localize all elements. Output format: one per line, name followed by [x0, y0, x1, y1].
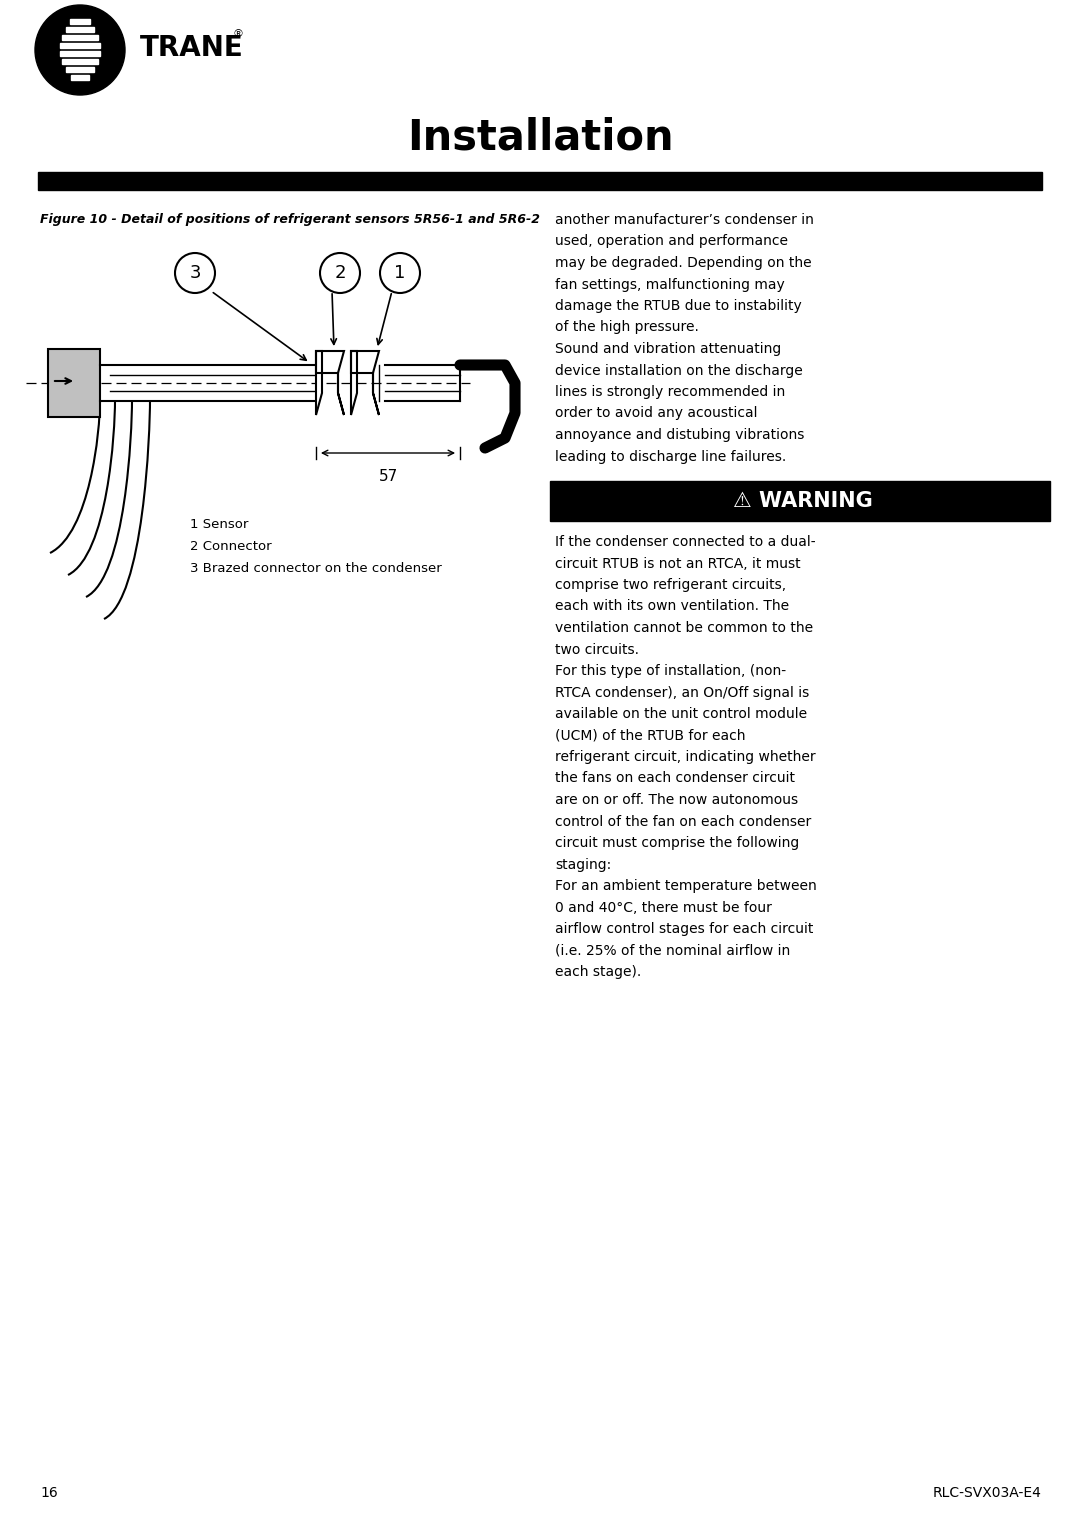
Text: damage the RTUB due to instability: damage the RTUB due to instability [555, 299, 801, 313]
Text: For this type of installation, (non-: For this type of installation, (non- [555, 665, 786, 678]
Text: 3 Brazed connector on the condenser: 3 Brazed connector on the condenser [190, 562, 442, 575]
Bar [60, 50, 100, 57]
Text: another manufacturer’s condenser in: another manufacturer’s condenser in [555, 212, 814, 228]
Text: ventilation cannot be common to the: ventilation cannot be common to the [555, 620, 813, 636]
Text: TRANE: TRANE [140, 34, 244, 63]
Ellipse shape [35, 5, 125, 95]
Text: 0 and 40°C, there must be four: 0 and 40°C, there must be four [555, 900, 772, 914]
Text: order to avoid any acoustical: order to avoid any acoustical [555, 406, 757, 420]
Text: ⚠ WARNING: ⚠ WARNING [733, 490, 873, 510]
Bar [62, 35, 98, 40]
Text: annoyance and distubing vibrations: annoyance and distubing vibrations [555, 428, 805, 442]
Text: device installation on the discharge: device installation on the discharge [555, 364, 802, 377]
Text: 1: 1 [394, 264, 406, 283]
Circle shape [320, 254, 360, 293]
Text: each with its own ventilation. The: each with its own ventilation. The [555, 599, 789, 614]
Text: (UCM) of the RTUB for each: (UCM) of the RTUB for each [555, 729, 745, 743]
Text: ®: ® [233, 29, 244, 40]
Bar [38, 173, 1042, 189]
Text: Installation: Installation [407, 118, 673, 159]
Text: 1 Sensor: 1 Sensor [190, 518, 248, 532]
Bar [66, 67, 94, 72]
Text: are on or off. The now autonomous: are on or off. The now autonomous [555, 793, 798, 807]
Text: RLC-SVX03A-E4: RLC-SVX03A-E4 [933, 1487, 1042, 1500]
Text: the fans on each condenser circuit: the fans on each condenser circuit [555, 772, 795, 785]
Text: lines is strongly recommended in: lines is strongly recommended in [555, 385, 785, 399]
Text: 2: 2 [334, 264, 346, 283]
Text: may be degraded. Depending on the: may be degraded. Depending on the [555, 257, 812, 270]
Circle shape [380, 254, 420, 293]
Text: control of the fan on each condenser: control of the fan on each condenser [555, 814, 811, 828]
Text: two circuits.: two circuits. [555, 642, 639, 657]
Text: RTCA condenser), an On/Off signal is: RTCA condenser), an On/Off signal is [555, 686, 809, 700]
Text: staging:: staging: [555, 857, 611, 871]
Text: 3: 3 [189, 264, 201, 283]
Text: airflow control stages for each circuit: airflow control stages for each circuit [555, 921, 813, 937]
Text: (i.e. 25% of the nominal airflow in: (i.e. 25% of the nominal airflow in [555, 943, 791, 958]
Text: of the high pressure.: of the high pressure. [555, 321, 699, 335]
Text: fan settings, malfunctioning may: fan settings, malfunctioning may [555, 278, 785, 292]
Text: 16: 16 [40, 1487, 57, 1500]
Text: For an ambient temperature between: For an ambient temperature between [555, 879, 816, 892]
Text: 2 Connector: 2 Connector [190, 539, 272, 553]
Text: circuit must comprise the following: circuit must comprise the following [555, 836, 799, 850]
Circle shape [175, 254, 215, 293]
Bar [550, 481, 1050, 521]
Bar [70, 18, 90, 24]
Bar [48, 348, 100, 417]
Text: each stage).: each stage). [555, 966, 642, 979]
Text: refrigerant circuit, indicating whether: refrigerant circuit, indicating whether [555, 750, 815, 764]
Bar [62, 60, 98, 64]
Text: Sound and vibration attenuating: Sound and vibration attenuating [555, 342, 781, 356]
Text: comprise two refrigerant circuits,: comprise two refrigerant circuits, [555, 578, 786, 591]
Text: If the condenser connected to a dual-: If the condenser connected to a dual- [555, 535, 815, 549]
Text: leading to discharge line failures.: leading to discharge line failures. [555, 449, 786, 463]
Text: circuit RTUB is not an RTCA, it must: circuit RTUB is not an RTCA, it must [555, 556, 800, 570]
Text: Figure 10 - Detail of positions of refrigerant sensors 5R56-1 and 5R6-2: Figure 10 - Detail of positions of refri… [40, 212, 540, 226]
Bar [66, 28, 94, 32]
Text: available on the unit control module: available on the unit control module [555, 707, 807, 721]
Text: used, operation and performance: used, operation and performance [555, 234, 788, 249]
Text: 57: 57 [378, 469, 397, 484]
Polygon shape [351, 351, 379, 416]
Bar [60, 43, 100, 47]
Bar [71, 75, 89, 79]
Polygon shape [316, 351, 345, 416]
